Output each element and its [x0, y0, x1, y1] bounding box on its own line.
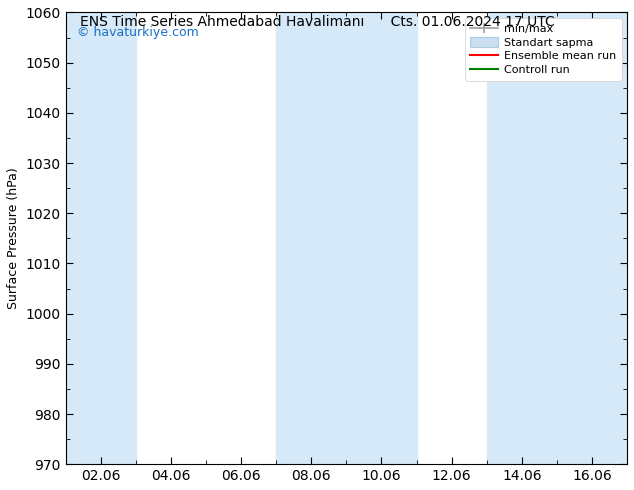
Bar	[346, 12, 417, 464]
Legend: min/max, Standart sapma, Ensemble mean run, Controll run: min/max, Standart sapma, Ensemble mean r…	[465, 18, 621, 80]
Bar	[276, 12, 346, 464]
Text: © havaturkiye.com: © havaturkiye.com	[77, 26, 198, 39]
Text: ENS Time Series Ahmedabad Havalimanı      Cts. 01.06.2024 17 UTC: ENS Time Series Ahmedabad Havalimanı Cts…	[80, 15, 554, 29]
Bar	[65, 12, 136, 464]
Y-axis label: Surface Pressure (hPa): Surface Pressure (hPa)	[7, 168, 20, 309]
Bar	[557, 12, 627, 464]
Bar	[487, 12, 557, 464]
